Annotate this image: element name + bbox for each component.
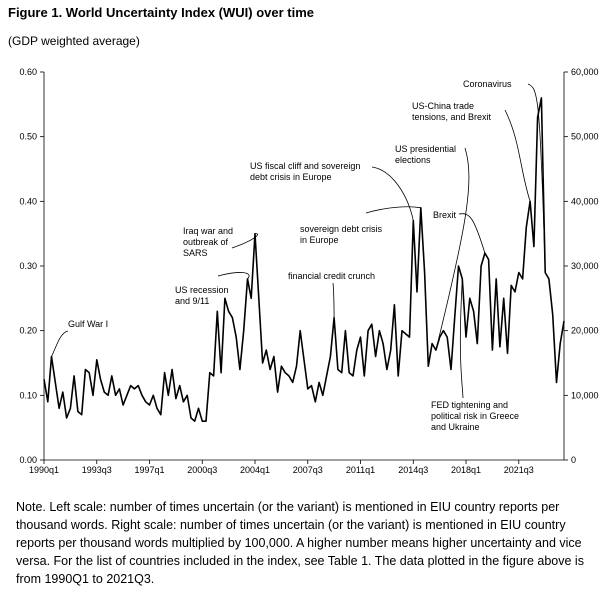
- x-tick-label: 2007q3: [293, 465, 323, 475]
- annotation-text: SARS: [183, 248, 208, 258]
- chart-title: Figure 1. World Uncertainty Index (WUI) …: [8, 5, 315, 20]
- annotation-text: sovereign debt crisis: [300, 224, 383, 234]
- annotation-leader: [458, 213, 486, 254]
- y-tick-label-left: 0.50: [19, 132, 37, 142]
- annotation-text: Iraq war and: [183, 226, 233, 236]
- note-line: from 1990Q1 to 2021Q3.: [16, 572, 155, 586]
- annotation-label: Gulf War I: [51, 319, 108, 357]
- annotation-leader: [231, 233, 258, 249]
- annotation-leader: [365, 206, 421, 214]
- annotation-text: tensions, and Brexit: [412, 112, 492, 122]
- annotation-text: and Ukraine: [431, 422, 480, 432]
- annotation-label: financial credit crunch: [288, 271, 375, 318]
- annotation-text: outbreak of: [183, 237, 229, 247]
- annotation-leader: [332, 282, 335, 318]
- annotation-text: in Europe: [300, 235, 339, 245]
- x-tick-label: 1990q1: [29, 465, 59, 475]
- annotation-leader: [217, 272, 250, 280]
- annotation-text: debt crisis in Europe: [250, 172, 332, 182]
- x-tick-label: 1993q3: [82, 465, 112, 475]
- annotation-leader: [51, 330, 69, 357]
- annotation-text: US-China trade: [412, 101, 474, 111]
- x-tick-label: 2021q3: [504, 465, 534, 475]
- note-line: thousand words. Right scale: number of t…: [16, 518, 566, 532]
- y-tick-label-right: 0: [571, 455, 576, 465]
- y-tick-label-right: 20,000: [571, 326, 599, 336]
- annotation-text: US recession: [175, 285, 229, 295]
- annotation-text: US presidential: [395, 144, 456, 154]
- annotation-text: political risk in Greece: [431, 411, 519, 421]
- x-tick-label: 2014q3: [398, 465, 428, 475]
- annotation-label: Brexit: [433, 210, 486, 254]
- wui-line-chart: 0.00 0 0.10 10,000 0.20 20,000 0.30 30,000 0.40 4…: [19, 67, 599, 475]
- wui-series-line: [43, 97, 565, 423]
- x-tick-label: 2000q3: [187, 465, 217, 475]
- y-tick-label-left: 0.60: [19, 67, 37, 77]
- annotation-text: US fiscal cliff and sovereign: [250, 161, 360, 171]
- annotation-text: financial credit crunch: [288, 271, 375, 281]
- annotation-leader: [527, 83, 546, 273]
- y-tick-label-left: 0.20: [19, 326, 37, 336]
- annotation-leader: [371, 166, 414, 221]
- note-line: reports per thousand words multiplied by…: [16, 536, 582, 550]
- y-tick-label-left: 0.40: [19, 196, 37, 206]
- x-tick-label: 2011q1: [346, 465, 375, 475]
- x-tick-label: 2004q1: [240, 465, 270, 475]
- annotation-text: FED tightening and: [431, 400, 508, 410]
- annotation-text: Brexit: [433, 210, 457, 220]
- annotation-leader: [504, 109, 531, 202]
- y-tick-label-right: 60,000: [571, 67, 599, 77]
- note-line: versa. For the list of countries include…: [16, 554, 584, 568]
- y-tick-label-right: 40,000: [571, 196, 599, 206]
- annotation-leader: [435, 147, 470, 351]
- annotation-leader: [459, 278, 464, 399]
- y-tick-label-right: 10,000: [571, 390, 599, 400]
- annotation-text: Coronavirus: [463, 79, 512, 89]
- x-tick-label: 1997q1: [134, 465, 164, 475]
- note-line: Note. Left scale: number of times uncert…: [16, 500, 560, 514]
- annotation-text: Gulf War I: [68, 319, 108, 329]
- annotation-text: and 9/11: [175, 296, 209, 306]
- y-tick-label-right: 30,000: [571, 261, 599, 271]
- y-tick-label-left: 0.00: [19, 455, 37, 465]
- chart-note: Note. Left scale: number of times uncert…: [16, 498, 591, 588]
- annotation-text: elections: [395, 155, 431, 165]
- chart-subtitle: (GDP weighted average): [8, 34, 140, 48]
- y-tick-label-right: 50,000: [571, 132, 599, 142]
- annotation-label: Coronavirus: [463, 79, 546, 273]
- y-tick-label-left: 0.30: [19, 261, 37, 271]
- x-tick-label: 2018q1: [451, 465, 481, 475]
- y-tick-label-left: 0.10: [19, 390, 37, 400]
